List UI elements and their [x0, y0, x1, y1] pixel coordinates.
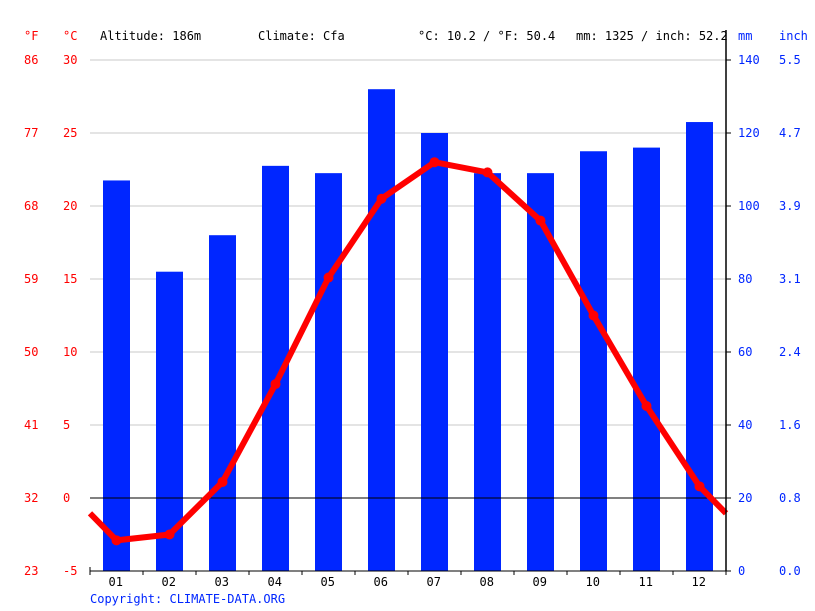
celsius-tick-label: 25 [63, 126, 78, 140]
mm-tick-label: 120 [738, 126, 760, 140]
temperature-point [694, 481, 705, 492]
month-label: 09 [532, 575, 547, 589]
month-label: 01 [108, 575, 123, 589]
month-label: 07 [426, 575, 441, 589]
mm-tick-label: 20 [738, 491, 753, 505]
month-label: 08 [479, 575, 494, 589]
copyright-link[interactable]: Copyright: CLIMATE-DATA.ORG [90, 592, 286, 606]
celsius-tick-label: 30 [63, 53, 78, 67]
inch-tick-label: 5.5 [779, 53, 801, 67]
celsius-tick-label: 5 [63, 418, 71, 432]
month-label: 02 [161, 575, 176, 589]
temperature-point [429, 157, 440, 168]
mm-tick-label: 40 [738, 418, 753, 432]
inch-tick-label: 1.6 [779, 418, 801, 432]
temperature-point [111, 535, 122, 546]
month-label: 11 [638, 575, 653, 589]
inch-tick-label: 0.0 [779, 564, 801, 578]
fahrenheit-tick-label: 50 [24, 345, 39, 359]
mm-tick-label: 0 [738, 564, 746, 578]
inch-unit-label: inch [779, 29, 808, 43]
month-label: 05 [320, 575, 335, 589]
precipitation-bar [368, 89, 395, 571]
precipitation-bar [156, 271, 183, 571]
temperature-point [217, 476, 228, 487]
precipitation-bar [103, 180, 130, 571]
precipitation-bar [580, 151, 607, 571]
mm-tick-label: 80 [738, 272, 753, 286]
month-label: 04 [267, 575, 282, 589]
mm-tick-label: 140 [738, 53, 760, 67]
temperature-point [641, 401, 652, 412]
mm-tick-label: 100 [738, 199, 760, 213]
precipitation-bar [421, 133, 448, 571]
month-label: 12 [691, 575, 706, 589]
inch-tick-label: 2.4 [779, 345, 801, 359]
climate-label: Climate: Cfa [258, 29, 345, 43]
total-precipitation-label: mm: 1325 / inch: 52.2 [576, 29, 728, 43]
precipitation-bars [103, 89, 713, 572]
temperature-point [482, 167, 493, 178]
grid-lines [90, 59, 726, 426]
month-label: 06 [373, 575, 388, 589]
celsius-tick-label: 15 [63, 272, 78, 286]
celsius-tick-label: 20 [63, 199, 78, 213]
axes [89, 30, 731, 575]
celsius-unit-label: °C [63, 29, 78, 43]
temperature-point [323, 272, 334, 283]
inch-tick-label: 3.9 [779, 199, 801, 213]
temperature-line [87, 157, 729, 546]
fahrenheit-tick-label: 23 [24, 564, 39, 578]
mm-unit-label: mm [738, 29, 753, 43]
average-temperature-label: °C: 10.2 / °F: 50.4 [418, 29, 556, 43]
precipitation-bar [686, 122, 713, 572]
inch-tick-label: 3.1 [779, 272, 801, 286]
temperature-point [164, 529, 175, 540]
fahrenheit-tick-label: 32 [24, 491, 39, 505]
month-label: 10 [585, 575, 600, 589]
fahrenheit-tick-label: 68 [24, 199, 39, 213]
temperature-point [535, 215, 546, 226]
fahrenheit-tick-label: 86 [24, 53, 39, 67]
inch-tick-label: 0.8 [779, 491, 801, 505]
precipitation-bar [474, 173, 501, 571]
celsius-tick-label: 0 [63, 491, 71, 505]
temperature-point [376, 193, 387, 204]
precipitation-bar [209, 235, 236, 571]
fahrenheit-unit-label: °F [24, 29, 39, 43]
fahrenheit-tick-label: 41 [24, 418, 39, 432]
altitude-label: Altitude: 186m [100, 29, 202, 43]
month-label: 03 [214, 575, 229, 589]
temperature-point [270, 379, 281, 390]
celsius-tick-label: 10 [63, 345, 78, 359]
celsius-tick-label: -5 [63, 564, 78, 578]
temperature-point [588, 310, 599, 321]
fahrenheit-tick-label: 59 [24, 272, 39, 286]
precipitation-bar [315, 173, 342, 571]
inch-tick-label: 4.7 [779, 126, 801, 140]
precipitation-bar [633, 147, 660, 571]
fahrenheit-tick-label: 77 [24, 126, 39, 140]
mm-tick-label: 60 [738, 345, 753, 359]
